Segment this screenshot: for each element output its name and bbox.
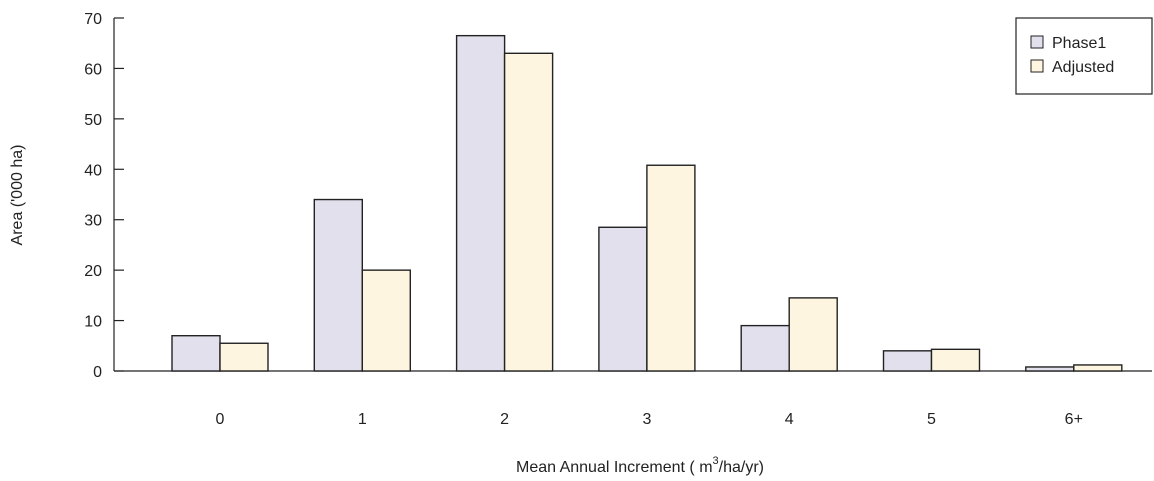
x-tick-label: 4 xyxy=(785,411,794,428)
y-tick-label: 30 xyxy=(84,213,102,230)
x-tick-label: 5 xyxy=(927,411,936,428)
bar-phase1-5 xyxy=(882,350,933,372)
bar-phase1-1 xyxy=(313,198,363,372)
bar-adjusted-0 xyxy=(219,342,269,372)
x-tick-label: 2 xyxy=(500,411,509,428)
bar-adjusted-2 xyxy=(503,52,554,372)
bar-adjusted-6+ xyxy=(1073,364,1123,372)
y-tick-label: 70 xyxy=(84,11,102,28)
x-tick-label: 6+ xyxy=(1065,411,1083,428)
y-tick-label: 60 xyxy=(84,61,102,78)
x-tick-label: 3 xyxy=(642,411,651,428)
y-tick-label: 10 xyxy=(84,314,102,331)
bar-phase1-2 xyxy=(455,34,506,372)
y-axis-title: Area ('000 ha) xyxy=(9,145,26,246)
x-tick-label: 1 xyxy=(358,411,367,428)
x-axis-title-main: Mean Annual Increment ( m xyxy=(516,459,713,476)
x-axis-title: Mean Annual Increment ( m3/ha/yr) xyxy=(516,455,764,476)
bar-adjusted-1 xyxy=(361,269,411,372)
legend-swatch-adjusted xyxy=(1030,59,1044,73)
bar-adjusted-5 xyxy=(930,348,981,372)
x-axis-title-superscript: 3 xyxy=(713,455,719,467)
x-axis-title-suffix: /ha/yr) xyxy=(719,459,764,476)
bar-adjusted-4 xyxy=(788,297,838,372)
legend-swatch-phase1 xyxy=(1030,35,1044,49)
x-axis: 0 1 2 3 4 5 6+ xyxy=(114,370,1152,428)
bar-phase1-4 xyxy=(740,324,790,372)
y-tick-label: 0 xyxy=(93,364,102,381)
legend: Phase1 Adjusted xyxy=(1015,17,1153,95)
legend-label-adjusted: Adjusted xyxy=(1052,59,1114,76)
y-tick-label: 20 xyxy=(84,263,102,280)
y-tick-label: 40 xyxy=(84,162,102,179)
legend-box xyxy=(1015,17,1153,95)
bars-group xyxy=(171,34,1123,372)
y-tick-label: 50 xyxy=(84,112,102,129)
bar-phase1-3 xyxy=(598,226,648,372)
bar-adjusted-3 xyxy=(646,164,696,372)
x-tick-label: 0 xyxy=(216,411,225,428)
legend-label-phase1: Phase1 xyxy=(1052,35,1106,52)
bar-phase1-0 xyxy=(171,335,221,372)
y-axis: 0 10 20 30 40 50 60 70 xyxy=(84,11,124,381)
bar-phase1-6+ xyxy=(1025,366,1075,372)
